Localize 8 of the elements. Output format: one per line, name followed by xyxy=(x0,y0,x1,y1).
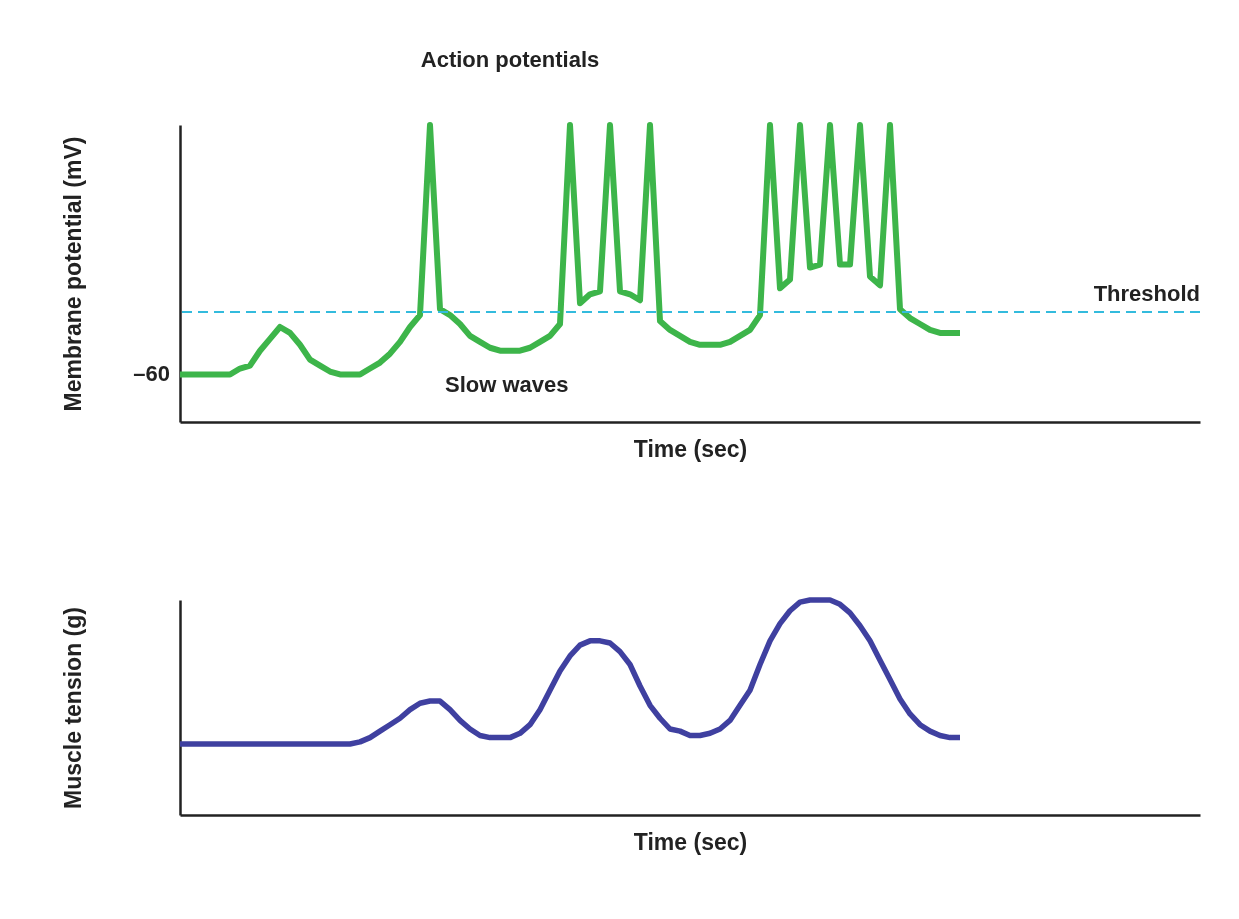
text: Action potentials xyxy=(420,47,600,72)
text: –60 xyxy=(133,361,170,387)
x-axis-title: Time (sec) xyxy=(633,828,748,855)
y-axis-title: Muscle tension (g) xyxy=(59,607,86,809)
y-axis-title: Membrane potential (mV) xyxy=(59,136,86,412)
annotation: Slow waves xyxy=(445,372,569,397)
x-axis-title: Time (sec) xyxy=(633,435,748,462)
ref-line-label: Threshold xyxy=(1093,281,1200,307)
